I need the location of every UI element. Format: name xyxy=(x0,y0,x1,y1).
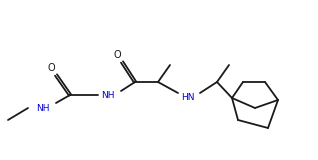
Text: NH: NH xyxy=(36,104,50,112)
Text: NH: NH xyxy=(101,91,115,100)
Text: O: O xyxy=(113,50,121,60)
Text: HN: HN xyxy=(181,92,195,101)
Text: O: O xyxy=(47,63,55,73)
